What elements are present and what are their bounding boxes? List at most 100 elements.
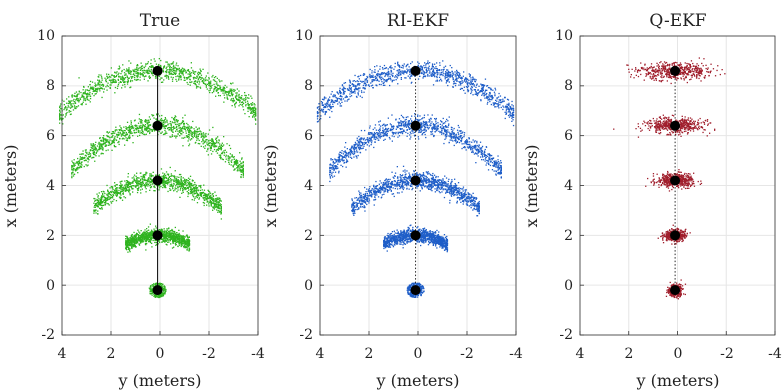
sample-point bbox=[223, 86, 225, 89]
sample-point bbox=[421, 292, 424, 294]
sample-point bbox=[166, 61, 168, 63]
sample-point bbox=[151, 71, 153, 73]
sample-point bbox=[212, 193, 214, 195]
sample-point bbox=[111, 197, 114, 199]
sample-point bbox=[107, 190, 109, 193]
sample-point bbox=[174, 238, 177, 240]
sample-point bbox=[187, 187, 189, 189]
sample-point bbox=[69, 113, 72, 116]
sample-point bbox=[254, 118, 257, 120]
sample-point bbox=[186, 122, 188, 125]
sample-point bbox=[136, 241, 139, 243]
sample-point bbox=[148, 229, 150, 231]
sample-point bbox=[123, 126, 125, 128]
sample-point bbox=[108, 136, 110, 138]
sample-point bbox=[195, 71, 197, 73]
sample-point bbox=[140, 192, 142, 194]
sample-point bbox=[128, 131, 130, 133]
sample-point bbox=[131, 127, 133, 130]
sample-point bbox=[127, 238, 129, 240]
sample-point bbox=[141, 185, 143, 187]
sample-point bbox=[75, 99, 77, 101]
sample-point bbox=[421, 287, 423, 289]
sample-point bbox=[124, 80, 126, 83]
sample-point bbox=[136, 76, 138, 78]
sample-point bbox=[204, 136, 206, 138]
sample-point bbox=[194, 188, 196, 190]
sample-point bbox=[170, 124, 172, 126]
sample-point bbox=[113, 144, 115, 147]
sample-point bbox=[154, 75, 157, 78]
sample-point bbox=[59, 117, 61, 119]
sample-point bbox=[176, 125, 178, 127]
sample-point bbox=[229, 88, 231, 90]
sample-point bbox=[132, 142, 134, 144]
sample-point bbox=[199, 194, 201, 196]
sample-point bbox=[205, 132, 207, 135]
sample-point bbox=[170, 63, 172, 65]
sample-point bbox=[174, 121, 176, 123]
sample-point bbox=[112, 195, 114, 198]
sample-point bbox=[82, 92, 84, 95]
sample-point bbox=[200, 74, 203, 76]
sample-point bbox=[138, 237, 140, 239]
sample-point bbox=[97, 210, 99, 212]
sample-point bbox=[136, 178, 138, 181]
sample-point bbox=[165, 240, 167, 242]
sample-point bbox=[106, 198, 109, 200]
sample-point bbox=[125, 131, 127, 134]
sample-point bbox=[192, 69, 194, 72]
sample-point bbox=[189, 74, 191, 76]
sample-point bbox=[87, 86, 89, 88]
sample-point bbox=[126, 121, 129, 123]
sample-point bbox=[182, 230, 184, 232]
sample-point bbox=[144, 234, 147, 236]
sample-point bbox=[148, 120, 150, 122]
sample-point bbox=[241, 162, 243, 164]
sample-point bbox=[128, 77, 130, 79]
sample-point bbox=[167, 127, 169, 129]
sample-point bbox=[156, 296, 158, 298]
sample-point bbox=[182, 120, 184, 122]
sample-point bbox=[77, 172, 79, 174]
sample-point bbox=[110, 76, 112, 78]
sample-point bbox=[105, 144, 107, 146]
sample-point bbox=[217, 204, 219, 207]
sample-point bbox=[154, 283, 156, 285]
sample-point bbox=[90, 143, 92, 145]
sample-point bbox=[201, 135, 203, 138]
sample-point bbox=[135, 127, 137, 130]
sample-point bbox=[68, 106, 70, 108]
x-tick-label: -4 bbox=[509, 346, 523, 362]
sample-point bbox=[225, 94, 228, 96]
sample-point bbox=[195, 184, 197, 186]
sample-point bbox=[210, 196, 212, 198]
sample-point bbox=[133, 238, 135, 240]
sample-point bbox=[180, 236, 182, 238]
sample-point bbox=[180, 176, 182, 178]
sample-point bbox=[134, 240, 136, 243]
sample-point bbox=[111, 74, 113, 76]
sample-point bbox=[222, 158, 224, 161]
sample-point bbox=[137, 131, 140, 133]
sample-point bbox=[190, 188, 192, 190]
sample-point bbox=[200, 184, 202, 187]
sample-point bbox=[147, 124, 149, 127]
sample-point bbox=[174, 66, 176, 68]
sample-point bbox=[165, 288, 167, 291]
sample-point bbox=[98, 200, 100, 202]
sample-point bbox=[171, 78, 174, 80]
sample-point bbox=[255, 109, 257, 111]
sample-point bbox=[165, 181, 167, 183]
sample-point bbox=[176, 191, 178, 193]
sample-point bbox=[186, 69, 189, 72]
sample-point bbox=[178, 229, 180, 231]
sample-point bbox=[204, 196, 206, 199]
sample-point bbox=[136, 183, 138, 185]
sample-point bbox=[187, 73, 189, 75]
sample-point bbox=[122, 80, 124, 82]
sample-point bbox=[92, 143, 94, 145]
sample-point bbox=[91, 93, 93, 95]
sample-point bbox=[139, 234, 142, 236]
sample-point bbox=[179, 130, 181, 132]
